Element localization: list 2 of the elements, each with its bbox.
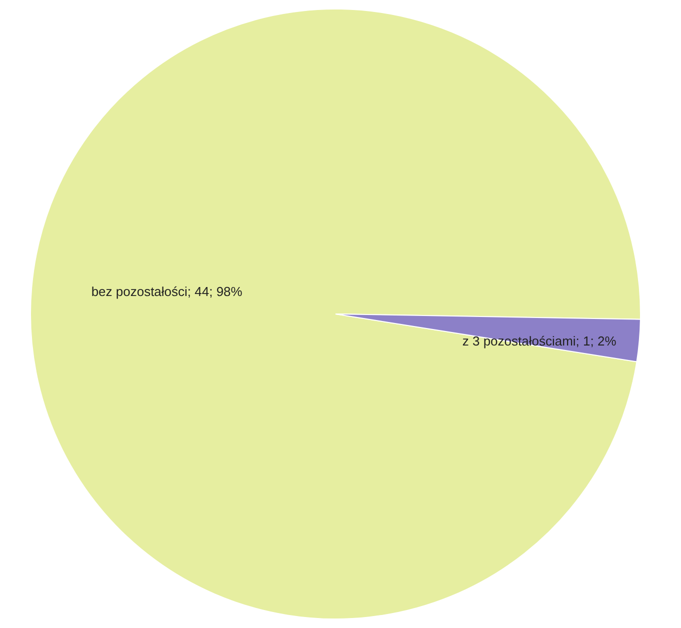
pie-slice [30,8,641,620]
slice-label: bez pozostałości; 44; 98% [91,284,243,299]
